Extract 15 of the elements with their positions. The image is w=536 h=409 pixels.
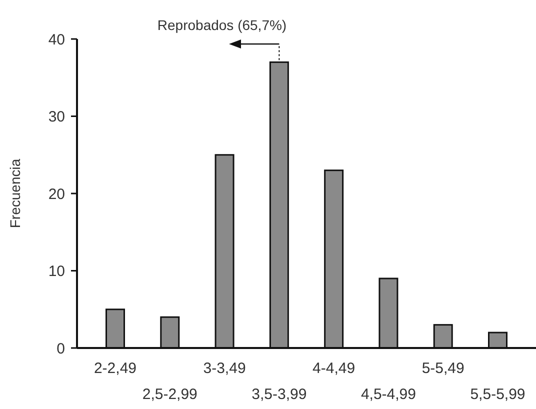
x-tick-label: 4-4,49: [312, 360, 356, 377]
y-tick-label: 30: [48, 108, 65, 126]
x-tick-label: 5-5,49: [422, 360, 464, 377]
x-tick-label: 3-3,49: [203, 360, 246, 377]
x-tick-label: 4,5-4,99: [360, 386, 416, 403]
y-axis-title: Frecuencia: [7, 158, 23, 228]
y-tick-label: 0: [56, 340, 65, 358]
x-tick-label: 3,5-3,99: [252, 386, 307, 403]
x-tick-label: 2-2,49: [94, 360, 137, 377]
x-tick-label: 5,5-5,99: [470, 386, 526, 403]
text: Reprobados (65,7%): [157, 17, 287, 33]
y-tick-label: 20: [48, 186, 65, 203]
x-tick-label: 2,5-2,99: [142, 386, 198, 403]
y-tick-label: 40: [48, 31, 65, 48]
y-tick-label: 10: [48, 263, 65, 280]
